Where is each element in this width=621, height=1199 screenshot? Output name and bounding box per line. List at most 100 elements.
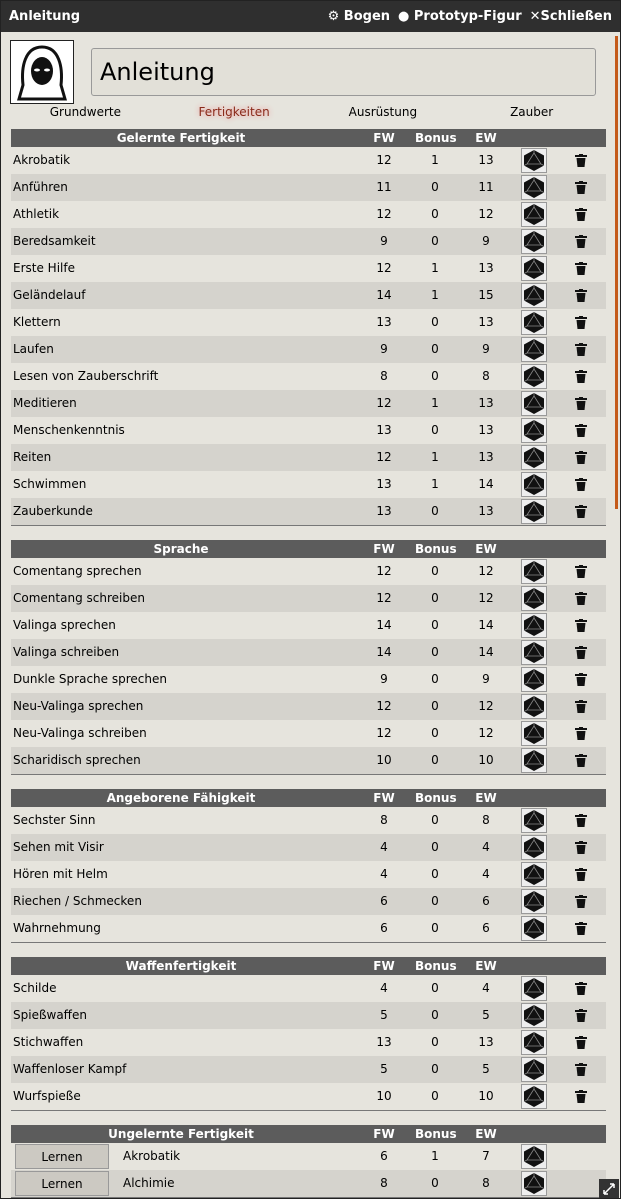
roll-button[interactable] [521, 310, 547, 335]
dice-icon [523, 891, 545, 912]
learn-button[interactable]: Lernen [15, 1144, 109, 1169]
roll-button[interactable] [521, 916, 547, 941]
roll-button[interactable] [521, 283, 547, 308]
roll-button[interactable] [521, 148, 547, 173]
column-header: FW [373, 131, 395, 145]
delete-button[interactable] [575, 922, 587, 938]
roll-button[interactable] [521, 586, 547, 611]
delete-button[interactable] [575, 451, 587, 467]
delete-button[interactable] [575, 343, 587, 359]
roll-button[interactable] [521, 1171, 547, 1196]
delete-button[interactable] [575, 235, 587, 251]
delete-button[interactable] [575, 868, 587, 884]
tab[interactable]: Ausrüstung [348, 105, 418, 119]
delete-button[interactable] [575, 646, 587, 662]
delete-button[interactable] [575, 370, 587, 386]
roll-button[interactable] [521, 976, 547, 1001]
delete-button[interactable] [575, 814, 587, 830]
roll-button[interactable] [521, 364, 547, 389]
roll-button[interactable] [521, 337, 547, 362]
roll-button[interactable] [521, 1030, 547, 1055]
avatar[interactable] [10, 40, 74, 104]
delete-button[interactable] [575, 208, 587, 224]
roll-button[interactable] [521, 808, 547, 833]
learn-button[interactable]: Lernen [15, 1171, 109, 1196]
trash-icon [575, 700, 587, 713]
roll-button[interactable] [521, 175, 547, 200]
resize-handle[interactable] [599, 1179, 619, 1199]
skill-value: 9 [380, 234, 388, 248]
token-button[interactable]: ● Prototyp-Figur [398, 9, 522, 24]
delete-button[interactable] [575, 673, 587, 689]
roll-button[interactable] [521, 640, 547, 665]
roll-button[interactable] [521, 889, 547, 914]
delete-button[interactable] [575, 1063, 587, 1079]
delete-button[interactable] [575, 754, 587, 770]
delete-button[interactable] [575, 895, 587, 911]
delete-button[interactable] [575, 841, 587, 857]
delete-button[interactable] [575, 565, 587, 581]
roll-button[interactable] [521, 667, 547, 692]
roll-button[interactable] [521, 721, 547, 746]
roll-button[interactable] [521, 1144, 547, 1169]
roll-button[interactable] [521, 694, 547, 719]
delete-button[interactable] [575, 397, 587, 413]
delete-button[interactable] [575, 1090, 587, 1106]
delete-button[interactable] [575, 289, 587, 305]
dice-icon [523, 615, 545, 636]
delete-button[interactable] [575, 700, 587, 716]
roll-button[interactable] [521, 1057, 547, 1082]
tab[interactable]: Zauber [510, 105, 554, 119]
roll-button[interactable] [521, 202, 547, 227]
skill-row: Lernen Akrobatik 6 1 7 [11, 1143, 606, 1170]
skill-name: Neu-Valinga schreiben [13, 726, 147, 740]
skill-value: 1 [431, 396, 439, 410]
roll-button[interactable] [521, 256, 547, 281]
delete-button[interactable] [575, 181, 587, 197]
skill-value: 13 [478, 423, 494, 437]
delete-button[interactable] [575, 1009, 587, 1025]
skill-value: 1 [431, 1149, 439, 1163]
delete-button[interactable] [575, 1036, 587, 1052]
delete-button[interactable] [575, 592, 587, 608]
roll-button[interactable] [521, 391, 547, 416]
skill-value: 12 [376, 261, 392, 275]
close-button[interactable]: ✕Schließen [529, 9, 612, 24]
scrollbar[interactable] [615, 36, 618, 509]
roll-button[interactable] [521, 472, 547, 497]
delete-button[interactable] [575, 424, 587, 440]
delete-button[interactable] [575, 505, 587, 521]
roll-button[interactable] [521, 835, 547, 860]
roll-button[interactable] [521, 559, 547, 584]
roll-button[interactable] [521, 418, 547, 443]
trash-icon [575, 814, 587, 827]
delete-button[interactable] [575, 982, 587, 998]
name-input[interactable]: Anleitung [91, 48, 596, 96]
delete-button[interactable] [575, 478, 587, 494]
roll-button[interactable] [521, 613, 547, 638]
roll-button[interactable] [521, 229, 547, 254]
roll-button[interactable] [521, 499, 547, 524]
delete-button[interactable] [575, 619, 587, 635]
dice-icon [523, 810, 545, 831]
window-title: Anleitung [9, 9, 81, 24]
roll-button[interactable] [521, 748, 547, 773]
roll-button[interactable] [521, 1084, 547, 1109]
skill-row: Lernen Alchimie 8 0 8 [11, 1170, 606, 1197]
trash-icon [575, 841, 587, 854]
delete-button[interactable] [575, 154, 587, 170]
roll-button[interactable] [521, 862, 547, 887]
skill-value: 0 [431, 1008, 439, 1022]
tab[interactable]: Grundwerte [49, 105, 122, 119]
delete-button[interactable] [575, 727, 587, 743]
title-bar: Anleitung ⚙ Bogen ● Prototyp-Figur ✕Schl… [1, 1, 620, 32]
sheet-button[interactable]: ⚙ Bogen [327, 9, 391, 24]
skill-value: 9 [482, 234, 490, 248]
delete-button[interactable] [575, 262, 587, 278]
skill-row: Geländelauf 14 1 15 [11, 282, 606, 309]
roll-button[interactable] [521, 445, 547, 470]
skill-name: Wahrnehmung [13, 921, 101, 935]
delete-button[interactable] [575, 316, 587, 332]
tab[interactable]: Fertigkeiten [198, 105, 270, 119]
roll-button[interactable] [521, 1003, 547, 1028]
